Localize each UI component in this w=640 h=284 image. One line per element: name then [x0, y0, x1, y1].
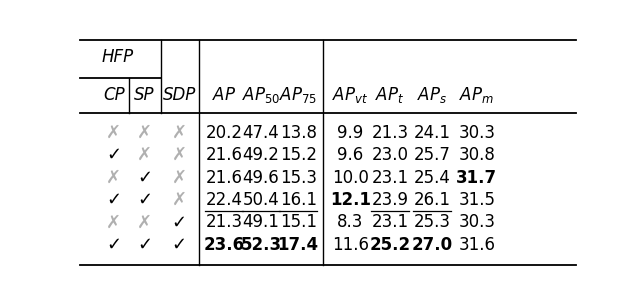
Text: 15.2: 15.2 — [280, 146, 317, 164]
Text: ✓: ✓ — [106, 236, 122, 254]
Text: 17.4: 17.4 — [278, 236, 319, 254]
Text: 21.6: 21.6 — [205, 169, 243, 187]
Text: ✓: ✓ — [172, 236, 187, 254]
Text: ✓: ✓ — [106, 191, 122, 209]
Text: $AP_{s}$: $AP_{s}$ — [417, 85, 447, 105]
Text: $AP_{50}$: $AP_{50}$ — [242, 85, 280, 105]
Text: 31.6: 31.6 — [458, 236, 495, 254]
Text: 24.1: 24.1 — [413, 124, 451, 142]
Text: $AP_{m}$: $AP_{m}$ — [460, 85, 494, 105]
Text: 26.1: 26.1 — [413, 191, 451, 209]
Text: 23.1: 23.1 — [371, 169, 408, 187]
Text: ✗: ✗ — [106, 213, 122, 231]
Text: HFP: HFP — [101, 48, 133, 66]
Text: 25.3: 25.3 — [413, 213, 451, 231]
Text: 30.8: 30.8 — [458, 146, 495, 164]
Text: ✓: ✓ — [137, 191, 152, 209]
Text: ✗: ✗ — [172, 146, 187, 164]
Text: SP: SP — [134, 86, 155, 104]
Text: 16.1: 16.1 — [280, 191, 317, 209]
Text: ✗: ✗ — [137, 146, 152, 164]
Text: 23.9: 23.9 — [371, 191, 408, 209]
Text: 13.8: 13.8 — [280, 124, 317, 142]
Text: 20.2: 20.2 — [205, 124, 243, 142]
Text: 23.0: 23.0 — [371, 146, 408, 164]
Text: ✓: ✓ — [137, 169, 152, 187]
Text: 25.4: 25.4 — [413, 169, 451, 187]
Text: 27.0: 27.0 — [412, 236, 452, 254]
Text: 31.7: 31.7 — [456, 169, 497, 187]
Text: 15.1: 15.1 — [280, 213, 317, 231]
Text: 8.3: 8.3 — [337, 213, 364, 231]
Text: 22.4: 22.4 — [205, 191, 243, 209]
Text: 49.2: 49.2 — [243, 146, 280, 164]
Text: 21.3: 21.3 — [205, 213, 243, 231]
Text: 30.3: 30.3 — [458, 124, 495, 142]
Text: ✓: ✓ — [137, 236, 152, 254]
Text: ✗: ✗ — [106, 124, 122, 142]
Text: ✗: ✗ — [137, 213, 152, 231]
Text: 52.3: 52.3 — [241, 236, 282, 254]
Text: SDP: SDP — [163, 86, 196, 104]
Text: ✗: ✗ — [172, 191, 187, 209]
Text: 15.3: 15.3 — [280, 169, 317, 187]
Text: 25.2: 25.2 — [369, 236, 411, 254]
Text: 9.9: 9.9 — [337, 124, 364, 142]
Text: 21.3: 21.3 — [371, 124, 408, 142]
Text: $AP_{t}$: $AP_{t}$ — [376, 85, 404, 105]
Text: 47.4: 47.4 — [243, 124, 280, 142]
Text: 50.4: 50.4 — [243, 191, 280, 209]
Text: 31.5: 31.5 — [458, 191, 495, 209]
Text: 21.6: 21.6 — [205, 146, 243, 164]
Text: 10.0: 10.0 — [332, 169, 369, 187]
Text: 49.1: 49.1 — [243, 213, 280, 231]
Text: ✗: ✗ — [172, 124, 187, 142]
Text: 23.1: 23.1 — [371, 213, 408, 231]
Text: ✗: ✗ — [106, 169, 122, 187]
Text: ✓: ✓ — [172, 213, 187, 231]
Text: 12.1: 12.1 — [330, 191, 371, 209]
Text: 25.7: 25.7 — [413, 146, 451, 164]
Text: 9.6: 9.6 — [337, 146, 364, 164]
Text: ✓: ✓ — [106, 146, 122, 164]
Text: ✗: ✗ — [137, 124, 152, 142]
Text: ✗: ✗ — [172, 169, 187, 187]
Text: $AP$: $AP$ — [212, 86, 236, 104]
Text: CP: CP — [103, 86, 125, 104]
Text: 23.6: 23.6 — [204, 236, 244, 254]
Text: $AP_{75}$: $AP_{75}$ — [279, 85, 317, 105]
Text: 11.6: 11.6 — [332, 236, 369, 254]
Text: 30.3: 30.3 — [458, 213, 495, 231]
Text: $AP_{vt}$: $AP_{vt}$ — [332, 85, 369, 105]
Text: 49.6: 49.6 — [243, 169, 280, 187]
